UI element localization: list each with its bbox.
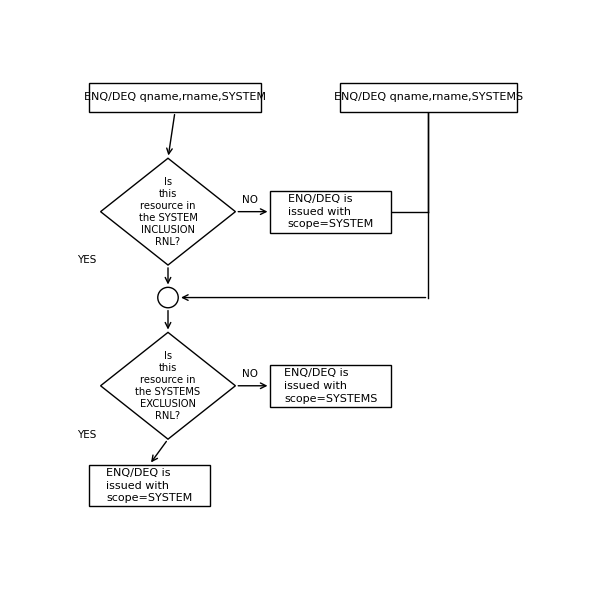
Text: NO: NO [242,369,259,379]
Text: ENQ/DEQ is
issued with
scope=SYSTEM: ENQ/DEQ is issued with scope=SYSTEM [287,194,374,230]
FancyBboxPatch shape [270,365,391,406]
Polygon shape [101,332,235,439]
Text: Is
this
resource in
the SYSTEM
INCLUSION
RNL?: Is this resource in the SYSTEM INCLUSION… [139,177,197,247]
Text: ENQ/DEQ qname,rname,SYSTEMS: ENQ/DEQ qname,rname,SYSTEMS [334,92,523,103]
Text: YES: YES [77,429,96,440]
FancyBboxPatch shape [89,83,261,112]
Text: ENQ/DEQ qname,rname,SYSTEM: ENQ/DEQ qname,rname,SYSTEM [84,92,266,103]
Circle shape [158,288,178,308]
Text: YES: YES [77,256,96,265]
FancyBboxPatch shape [340,83,517,112]
FancyBboxPatch shape [89,465,210,507]
Polygon shape [101,158,235,265]
Text: ENQ/DEQ is
issued with
scope=SYSTEM: ENQ/DEQ is issued with scope=SYSTEM [106,468,193,504]
FancyBboxPatch shape [270,191,391,233]
Text: NO: NO [242,195,259,205]
Text: Is
this
resource in
the SYSTEMS
EXCLUSION
RNL?: Is this resource in the SYSTEMS EXCLUSIO… [136,351,200,421]
Text: ENQ/DEQ is
issued with
scope=SYSTEMS: ENQ/DEQ is issued with scope=SYSTEMS [284,368,377,403]
